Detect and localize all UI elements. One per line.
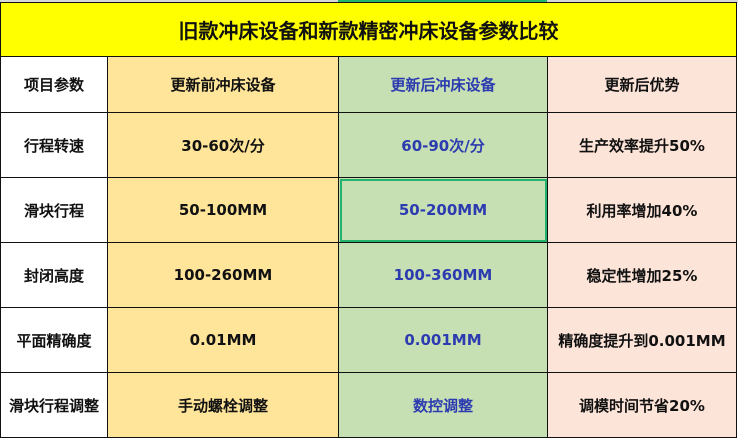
table-row: 平面精确度 0.01MM 0.001MM 精确度提升到0.001MM: [0, 307, 737, 373]
header-cell[interactable]: 更新前冲床设备: [107, 56, 339, 113]
param-cell[interactable]: 滑块行程: [0, 177, 108, 243]
advantage-cell[interactable]: 生产效率提升50%: [547, 112, 737, 178]
old-value-cell[interactable]: 手动螺栓调整: [107, 372, 339, 438]
old-value-cell[interactable]: 30-60次/分: [107, 112, 339, 178]
new-value-cell[interactable]: 0.001MM: [338, 307, 548, 373]
table-title[interactable]: 旧款冲床设备和新款精密冲床设备参数比较: [0, 2, 737, 57]
param-cell[interactable]: 封闭高度: [0, 242, 108, 308]
advantage-cell[interactable]: 精确度提升到0.001MM: [547, 307, 737, 373]
advantage-cell[interactable]: 利用率增加40%: [547, 177, 737, 243]
table-row: 滑块行程 50-100MM 50-200MM 利用率增加40%: [0, 177, 737, 243]
param-cell[interactable]: 行程转速: [0, 112, 108, 178]
old-value-cell[interactable]: 100-260MM: [107, 242, 339, 308]
table-row: 封闭高度 100-260MM 100-360MM 稳定性增加25%: [0, 242, 737, 308]
new-value-cell[interactable]: 数控调整: [338, 372, 548, 438]
new-value-cell-selected[interactable]: 50-200MM: [338, 177, 548, 243]
column-header-strip: [0, 0, 738, 3]
header-cell[interactable]: 更新后冲床设备: [338, 56, 548, 113]
header-cell[interactable]: 项目参数: [0, 56, 108, 113]
table-row: 行程转速 30-60次/分 60-90次/分 生产效率提升50%: [0, 112, 737, 178]
advantage-cell[interactable]: 稳定性增加25%: [547, 242, 737, 308]
old-value-cell[interactable]: 50-100MM: [107, 177, 339, 243]
fill-handle[interactable]: [545, 240, 547, 242]
param-cell[interactable]: 平面精确度: [0, 307, 108, 373]
new-value-cell[interactable]: 60-90次/分: [338, 112, 548, 178]
selected-column-indicator: [338, 0, 547, 3]
advantage-cell[interactable]: 调模时间节省20%: [547, 372, 737, 438]
header-cell[interactable]: 更新后优势: [547, 56, 737, 113]
cell-text: 50-200MM: [398, 201, 488, 219]
table-row: 滑块行程调整 手动螺栓调整 数控调整 调模时间节省20%: [0, 372, 737, 438]
new-value-cell[interactable]: 100-360MM: [338, 242, 548, 308]
param-cell[interactable]: 滑块行程调整: [0, 372, 108, 438]
old-value-cell[interactable]: 0.01MM: [107, 307, 339, 373]
header-row: 项目参数 更新前冲床设备 更新后冲床设备 更新后优势: [0, 56, 737, 113]
